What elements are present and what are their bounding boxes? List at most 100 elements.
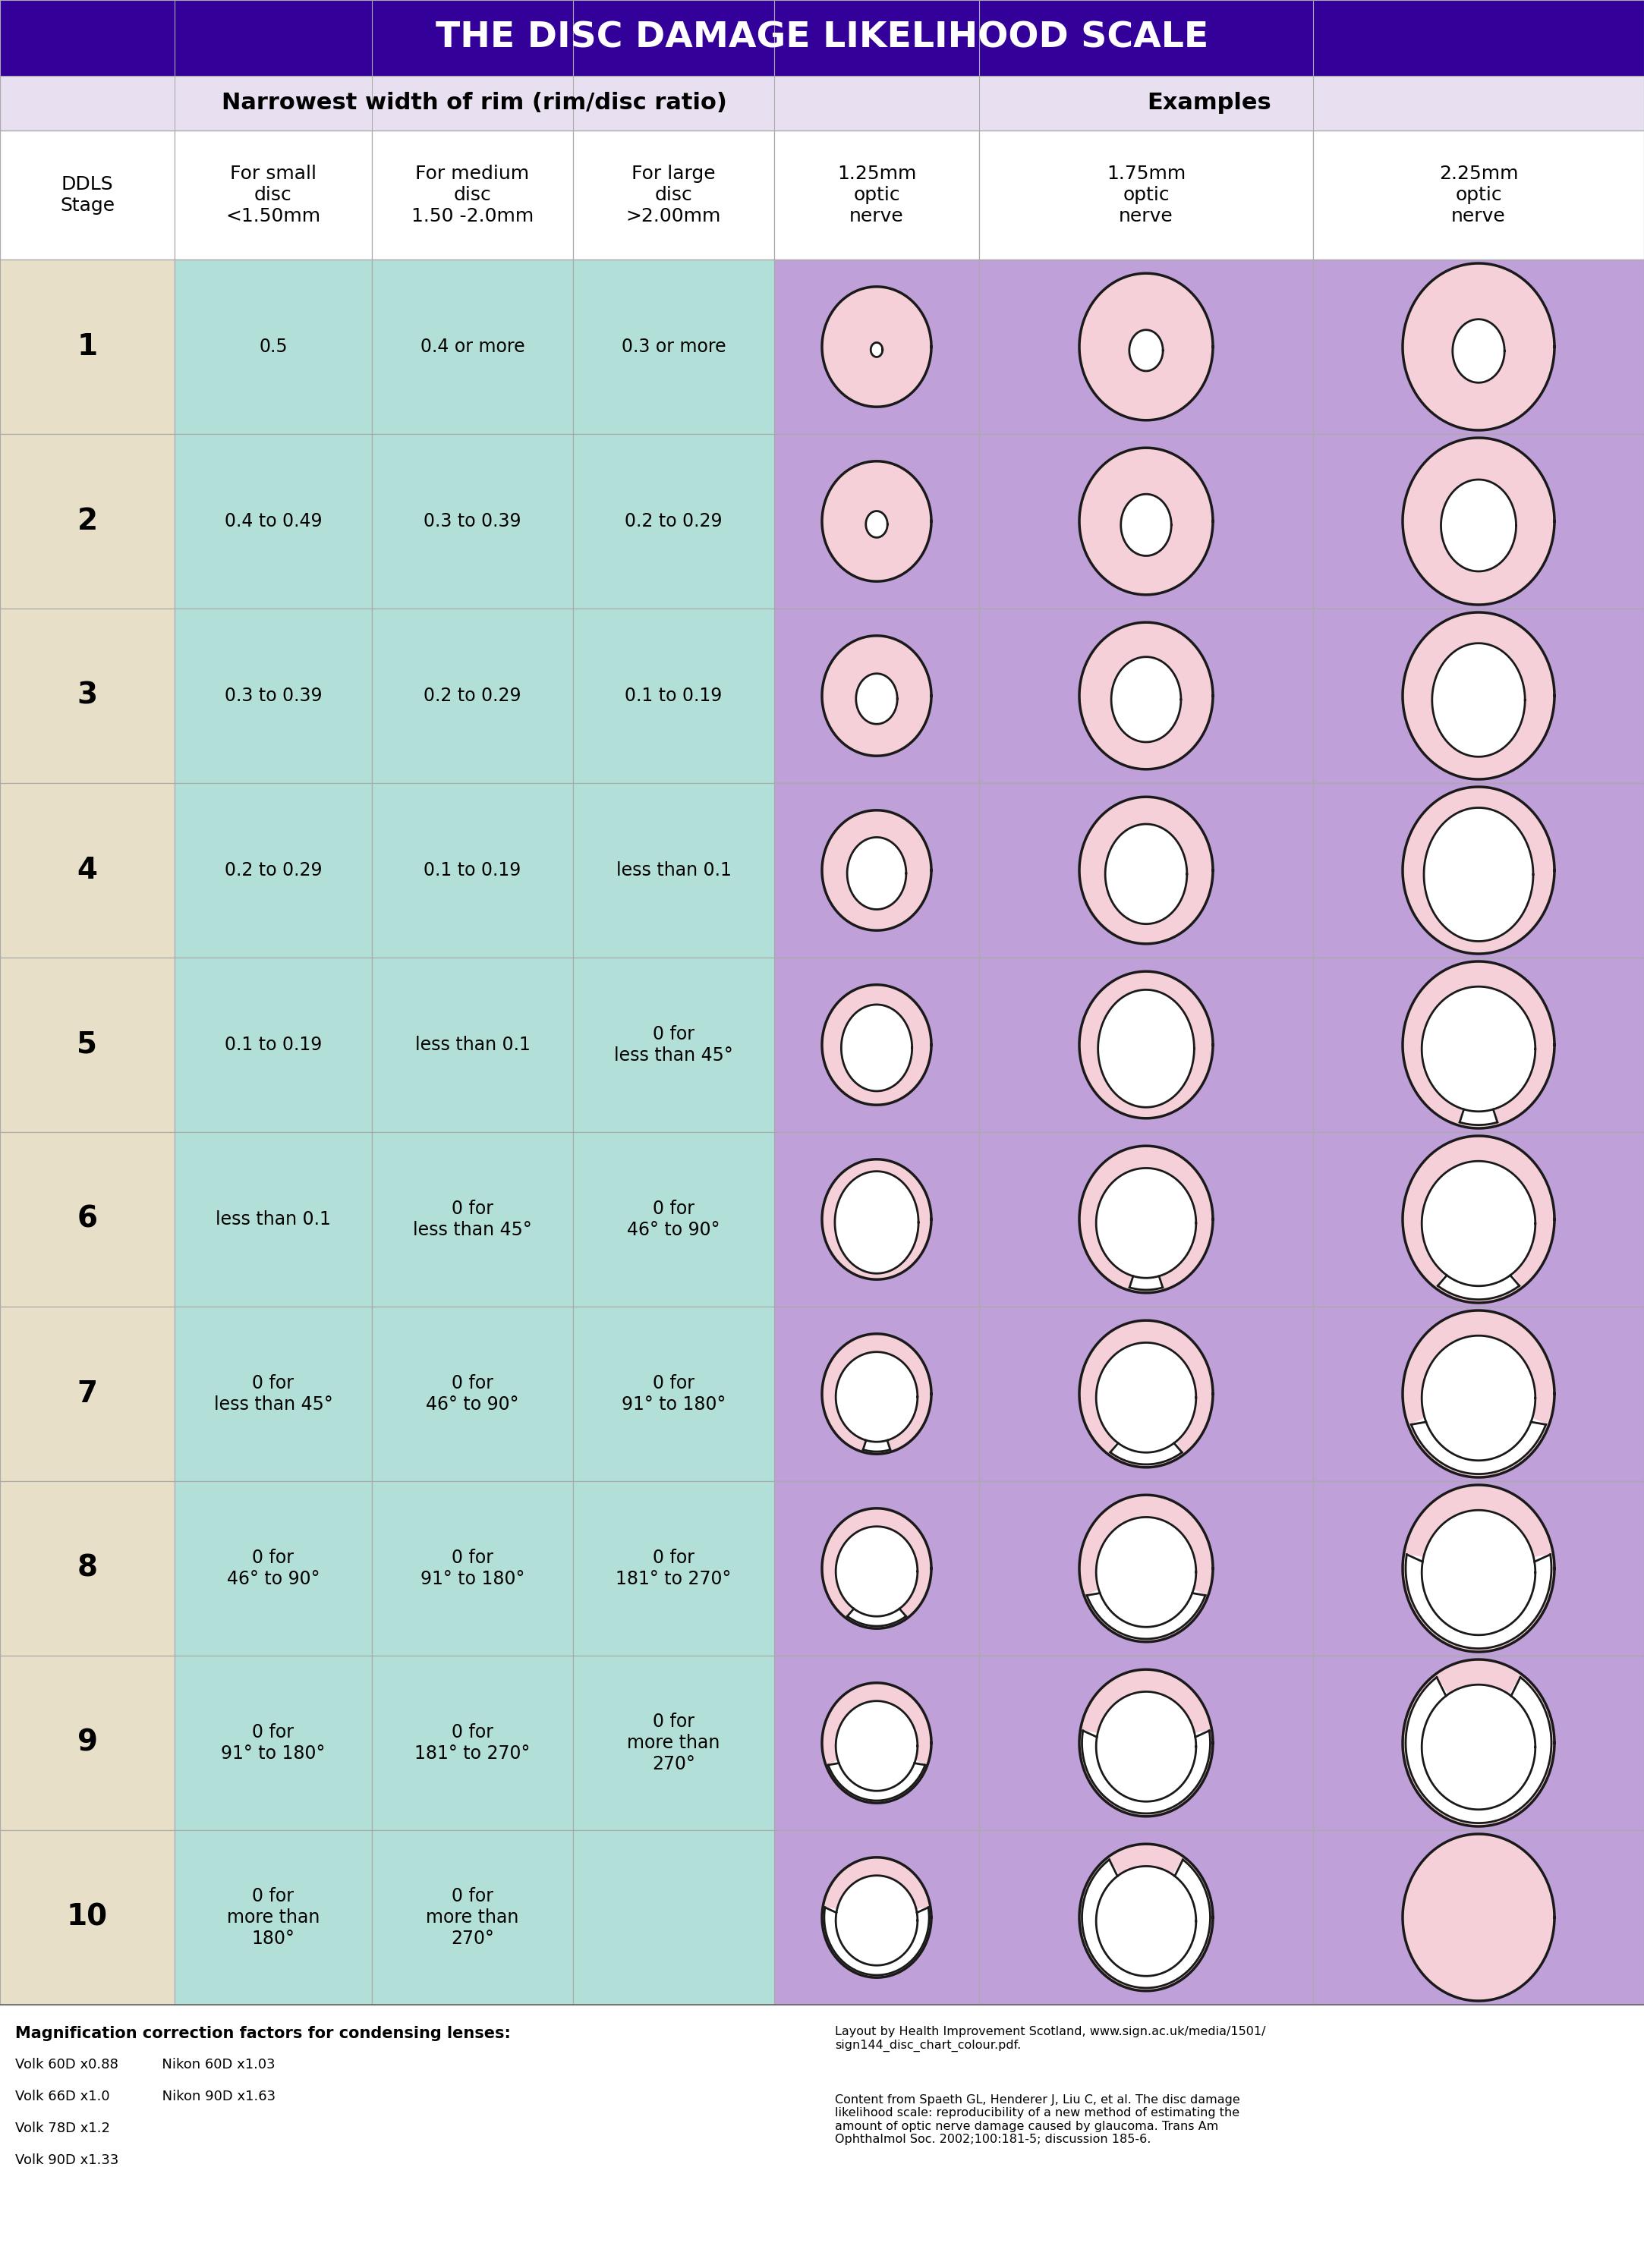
Text: 7: 7 — [77, 1379, 97, 1408]
Text: 0 for
more than
270°: 0 for more than 270° — [426, 1887, 520, 1948]
Polygon shape — [1097, 1168, 1197, 1277]
Polygon shape — [1129, 329, 1162, 372]
Text: Content from Spaeth GL, Henderer J, Liu C, et al. The disc damage
likelihood sca: Content from Spaeth GL, Henderer J, Liu … — [835, 2093, 1240, 2146]
Bar — [774, 433, 980, 608]
Polygon shape — [1098, 989, 1194, 1107]
Bar — [174, 782, 372, 957]
Bar — [774, 782, 980, 957]
Text: 0 for
91° to 180°: 0 for 91° to 180° — [621, 1374, 725, 1413]
Text: 0 for
more than
180°: 0 for more than 180° — [227, 1887, 319, 1948]
Text: 8: 8 — [77, 1554, 97, 1583]
Polygon shape — [1402, 1660, 1555, 1826]
Text: For large
disc
>2.00mm: For large disc >2.00mm — [626, 166, 722, 225]
Bar — [1314, 782, 1644, 957]
Text: 0.1 to 0.19: 0.1 to 0.19 — [625, 687, 722, 705]
Polygon shape — [1422, 987, 1535, 1111]
Bar — [980, 1306, 1314, 1481]
Polygon shape — [1438, 1220, 1519, 1300]
Text: 2: 2 — [77, 506, 97, 535]
Polygon shape — [1097, 1867, 1197, 1975]
Bar — [0, 433, 174, 608]
Polygon shape — [822, 1159, 931, 1279]
Polygon shape — [822, 635, 931, 755]
Polygon shape — [1097, 1692, 1197, 1801]
Bar — [372, 957, 574, 1132]
Bar — [372, 259, 574, 433]
Polygon shape — [822, 460, 931, 581]
Polygon shape — [1080, 971, 1213, 1118]
Polygon shape — [1422, 1336, 1535, 1461]
Polygon shape — [1402, 1136, 1555, 1302]
Bar — [372, 1656, 574, 1830]
Polygon shape — [1080, 1320, 1213, 1467]
Bar — [980, 957, 1314, 1132]
Polygon shape — [1110, 1395, 1182, 1465]
Text: 0.5: 0.5 — [260, 338, 288, 356]
Bar — [774, 1830, 980, 2005]
Text: 0 for
less than 45°: 0 for less than 45° — [214, 1374, 332, 1413]
Polygon shape — [863, 1395, 891, 1452]
Text: Volk 90D x1.33: Volk 90D x1.33 — [15, 2152, 118, 2168]
Bar — [0, 1481, 174, 1656]
Text: 5: 5 — [77, 1030, 97, 1059]
Polygon shape — [1129, 1220, 1162, 1290]
Text: 0 for
46° to 90°: 0 for 46° to 90° — [426, 1374, 520, 1413]
Bar — [174, 259, 372, 433]
Bar — [174, 1830, 372, 2005]
Polygon shape — [824, 1907, 929, 1975]
Bar — [174, 1132, 372, 1306]
Text: THE DISC DAMAGE LIKELIHOOD SCALE: THE DISC DAMAGE LIKELIHOOD SCALE — [436, 20, 1208, 54]
Polygon shape — [1105, 823, 1187, 923]
Bar — [574, 259, 774, 433]
Text: 4: 4 — [77, 855, 97, 885]
Bar — [1314, 1481, 1644, 1656]
Polygon shape — [1402, 612, 1555, 780]
Text: 0.4 to 0.49: 0.4 to 0.49 — [225, 513, 322, 531]
Polygon shape — [866, 510, 888, 538]
Bar — [774, 259, 980, 433]
Polygon shape — [822, 286, 931, 406]
Bar — [980, 608, 1314, 782]
Polygon shape — [1402, 1311, 1555, 1476]
Bar — [574, 1656, 774, 1830]
Text: Magnification correction factors for condensing lenses:: Magnification correction factors for con… — [15, 2025, 511, 2041]
Polygon shape — [1411, 1395, 1545, 1474]
Bar — [980, 1132, 1314, 1306]
Bar — [574, 1481, 774, 1656]
Bar — [980, 433, 1314, 608]
Polygon shape — [1422, 1685, 1535, 1810]
Polygon shape — [1080, 1495, 1213, 1642]
Bar — [174, 1656, 372, 1830]
Polygon shape — [1422, 1161, 1535, 1286]
Polygon shape — [1402, 263, 1555, 431]
Bar — [1314, 608, 1644, 782]
Text: 10: 10 — [67, 1903, 109, 1932]
Polygon shape — [842, 1005, 912, 1091]
Polygon shape — [822, 1683, 931, 1803]
Bar — [1314, 1306, 1644, 1481]
Bar — [0, 782, 174, 957]
Text: Narrowest width of rim (rim/disc ratio): Narrowest width of rim (rim/disc ratio) — [222, 93, 727, 113]
Polygon shape — [1080, 274, 1213, 420]
Polygon shape — [822, 1334, 931, 1454]
Text: Examples: Examples — [1148, 93, 1271, 113]
Text: 0 for
46° to 90°: 0 for 46° to 90° — [227, 1549, 319, 1588]
Bar — [0, 75, 1644, 132]
Bar — [372, 1306, 574, 1481]
Bar — [0, 608, 174, 782]
Text: For small
disc
<1.50mm: For small disc <1.50mm — [225, 166, 321, 225]
Polygon shape — [1097, 1517, 1197, 1626]
Text: Layout by Health Improvement Scotland, www.sign.ac.uk/media/1501/
sign144_disc_c: Layout by Health Improvement Scotland, w… — [835, 2025, 1266, 2053]
Text: less than 0.1: less than 0.1 — [215, 1211, 330, 1229]
Bar — [174, 433, 372, 608]
Text: 0.3 or more: 0.3 or more — [621, 338, 727, 356]
Bar — [1314, 957, 1644, 1132]
Polygon shape — [835, 1526, 917, 1617]
Text: 0 for
91° to 180°: 0 for 91° to 180° — [220, 1724, 326, 1762]
Bar — [372, 608, 574, 782]
Bar — [980, 782, 1314, 957]
Bar — [1314, 433, 1644, 608]
Bar — [774, 1306, 980, 1481]
Bar — [1314, 1132, 1644, 1306]
Text: 0.4 or more: 0.4 or more — [421, 338, 524, 356]
